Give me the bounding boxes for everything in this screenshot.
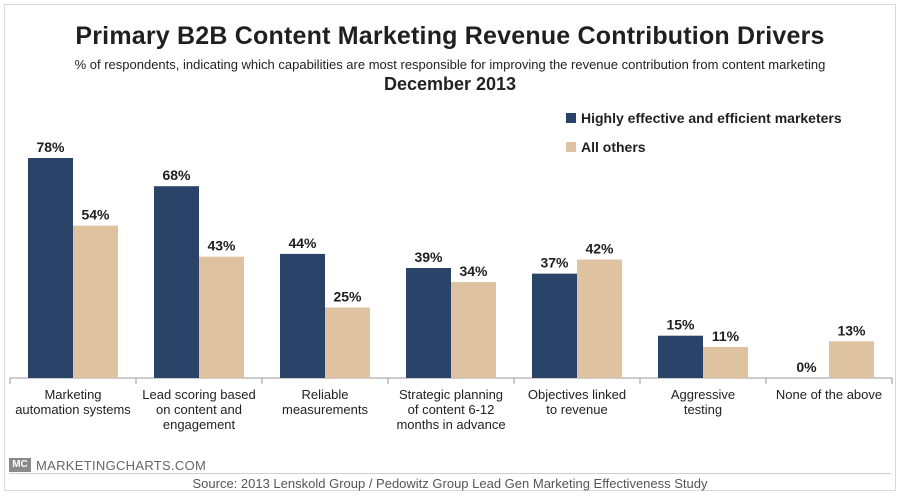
brand-name: MARKETINGCHARTS.COM	[36, 458, 207, 473]
data-label: 34%	[459, 263, 488, 279]
bar-all-others	[703, 346, 748, 378]
data-label: 37%	[540, 255, 569, 271]
legend-swatch	[566, 113, 576, 123]
data-label: 0%	[796, 359, 817, 375]
chart-title: Primary B2B Content Marketing Revenue Co…	[75, 22, 825, 50]
legend-label: Highly effective and efficient marketers	[581, 110, 842, 126]
category-label: on content and	[156, 402, 242, 417]
category-label: Aggressive	[671, 387, 735, 402]
category-label: None of the above	[776, 387, 882, 402]
data-label: 78%	[36, 139, 65, 155]
bar-highly-effective	[154, 186, 199, 378]
data-label: 42%	[585, 241, 614, 257]
source-note: Source: 2013 Lenskold Group / Pedowitz G…	[192, 476, 708, 491]
legend-label: All others	[581, 139, 646, 155]
bar-all-others	[325, 307, 370, 378]
bar-highly-effective	[532, 273, 577, 378]
bar-all-others	[199, 256, 244, 378]
category-label: Lead scoring based	[142, 387, 255, 402]
data-label: 44%	[288, 235, 317, 251]
footer-divider	[9, 473, 891, 474]
bar-all-others	[829, 341, 874, 378]
bar-all-others	[451, 282, 496, 378]
data-label: 25%	[333, 288, 362, 304]
marketingcharts-logo-icon: MC	[9, 458, 31, 472]
data-label: 39%	[414, 249, 443, 265]
bar-highly-effective	[658, 335, 703, 378]
chart-date: December 2013	[383, 74, 517, 94]
category-label: engagement	[163, 417, 236, 432]
category-label: Reliable	[302, 387, 349, 402]
bar-all-others	[577, 259, 622, 378]
bar-highly-effective	[280, 253, 325, 378]
category-label: of content 6-12	[408, 402, 495, 417]
category-label: Strategic planning	[399, 387, 503, 402]
data-label: 43%	[207, 238, 236, 254]
legend-swatch	[566, 142, 576, 152]
category-label: months in advance	[396, 417, 505, 432]
category-label: automation systems	[15, 402, 131, 417]
data-label: 11%	[712, 328, 740, 344]
bar-all-others	[73, 225, 118, 378]
data-label: 15%	[666, 317, 695, 333]
category-label: testing	[684, 402, 722, 417]
category-label: measurements	[282, 402, 368, 417]
bar-highly-effective	[406, 268, 451, 378]
category-label: Marketing	[44, 387, 101, 402]
data-label: 54%	[81, 207, 110, 223]
category-label: Objectives linked	[528, 387, 626, 402]
chart-frame	[4, 4, 896, 491]
chart-subtitle: % of respondents, indicating which capab…	[74, 57, 826, 72]
bar-highly-effective	[28, 158, 73, 378]
data-label: 68%	[162, 167, 191, 183]
data-label: 13%	[837, 322, 866, 338]
category-label: to revenue	[546, 402, 607, 417]
